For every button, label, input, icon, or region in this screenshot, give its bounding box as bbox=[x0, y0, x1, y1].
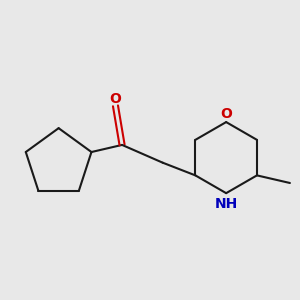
Text: O: O bbox=[220, 107, 232, 121]
Text: NH: NH bbox=[214, 197, 238, 211]
Text: O: O bbox=[110, 92, 122, 106]
